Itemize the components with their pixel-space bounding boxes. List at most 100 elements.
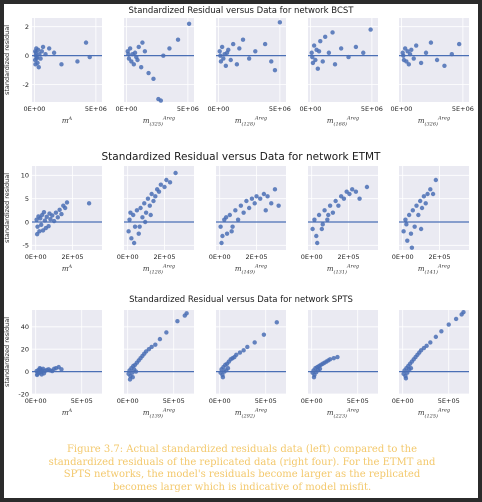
data-point [131,240,137,246]
panel-background [308,310,378,394]
data-point [132,50,138,55]
data-point [37,366,43,371]
data-point [59,62,64,67]
data-point [320,59,325,64]
data-point [149,344,154,350]
data-point [353,44,359,50]
data-point [353,189,359,194]
data-point [311,43,317,48]
data-point [34,372,40,378]
data-point [149,191,154,197]
data-point [412,224,417,229]
data-point [218,53,223,58]
data-point [62,205,68,211]
data-point [87,54,92,60]
data-point [320,222,325,227]
data-point [410,208,416,213]
data-point [126,52,131,57]
y-axis-label: standardized residual [3,317,11,387]
data-point [423,50,429,55]
data-point [218,224,223,229]
data-point [36,65,41,70]
data-point [143,210,149,215]
data-point [416,212,421,218]
data-point [246,56,252,61]
data-point [421,194,427,199]
x-axis-label: m(141)Areg [418,264,450,276]
data-point [53,210,59,215]
x-tick-label: 0E+00 [299,105,321,113]
data-point [142,219,148,225]
data-point [225,366,231,371]
data-point [425,191,430,197]
data-point [42,218,48,223]
y-tick-label: -5 [23,242,29,250]
data-point [151,198,156,204]
data-point [364,184,370,190]
data-point [401,229,406,234]
data-point [164,177,169,183]
data-point [146,70,151,76]
data-point [361,50,366,55]
x-tick-label: 0E+00 [392,253,414,261]
x-tick-label: 2E+05 [62,253,84,261]
x-tick-label: 0E+00 [301,397,323,405]
data-point [405,370,410,375]
data-point [346,54,351,60]
data-point [277,20,283,25]
data-point [130,370,135,375]
data-point [332,62,338,67]
x-tick-label: 2E+05 [338,253,360,261]
data-point [134,208,140,213]
data-point [409,47,414,53]
data-point [140,40,145,45]
data-point [276,203,281,208]
data-point [331,355,336,361]
scatter-panel-2: 0E+00 5E+06m(325)Areg [115,18,199,128]
scatter-panel-5: 0E+00 5E+06m(326)Areg [390,18,474,128]
chart-title: Standardized Residual versus Data for ne… [129,295,353,305]
y-tick-label: 20 [21,346,29,354]
panel-background [124,310,194,394]
data-point [220,233,225,239]
y-axis-label: standardized residual [3,25,11,95]
data-point [218,59,224,64]
data-point [37,52,42,57]
scatter-panel-3: 0E+00 2E+05 m(149)Areg [209,166,286,276]
data-point [175,319,180,324]
x-tick-label: 5E+06 [452,105,474,113]
data-point [153,342,158,347]
data-point [142,201,147,206]
data-point [311,375,317,380]
data-point [424,343,429,349]
x-axis-label: m(292)Areg [235,408,267,420]
data-point [129,59,134,64]
scatter-panel-4: 0E+00 2E+05 m(131)Areg [301,166,378,276]
data-point [309,50,314,55]
data-point [230,224,235,229]
data-point [433,177,439,183]
x-axis-label: m(128)Areg [235,116,267,128]
data-point [234,62,240,67]
data-point [233,208,238,213]
data-point [59,211,64,217]
data-point [158,182,164,187]
x-axis-label: m(168)Areg [327,116,359,128]
data-point [326,50,332,55]
data-point [446,322,451,327]
y-tick-label: 0 [25,218,29,226]
data-point [132,224,138,229]
figure-caption: Figure 3.7: Actual standardized residual… [48,444,436,493]
data-point [253,49,258,54]
data-point [439,329,444,334]
panel-background [32,18,102,102]
chart-row-1: Standardized Residual versus Data for ne… [3,6,474,128]
data-point [316,49,322,54]
data-point [318,38,323,44]
data-point [404,59,409,64]
data-point [405,49,410,54]
data-point [38,216,43,221]
